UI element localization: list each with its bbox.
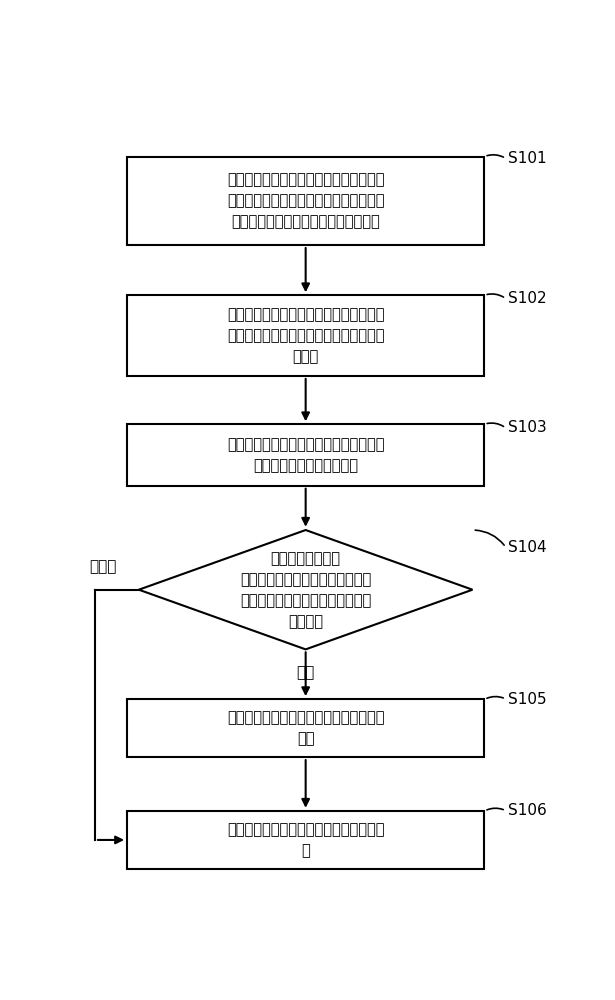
Text: S101: S101 [508, 151, 547, 166]
FancyBboxPatch shape [127, 811, 485, 869]
Text: 对本地的每个模块
插槽，判断其第一业务状态信息与
对应模块插槽的第二业务状态信息
是否匹配: 对本地的每个模块 插槽，判断其第一业务状态信息与 对应模块插槽的第二业务状态信息… [240, 551, 371, 629]
Text: 不匹配: 不匹配 [89, 559, 117, 574]
Text: S106: S106 [508, 803, 547, 818]
FancyBboxPatch shape [127, 699, 485, 757]
Text: S103: S103 [508, 420, 547, 436]
Text: 局端设备禁止该模块插槽上业务数据的传
输: 局端设备禁止该模块插槽上业务数据的传 输 [227, 822, 384, 858]
Text: 局端设备允许该模块插槽上的业务数据的
传输: 局端设备允许该模块插槽上的业务数据的 传输 [227, 710, 384, 746]
Text: S104: S104 [508, 540, 547, 555]
Text: 将所述第一业务类型状态信息与所述第二
业务类型状态信息进行比较: 将所述第一业务类型状态信息与所述第二 业务类型状态信息进行比较 [227, 437, 384, 473]
Text: S102: S102 [508, 291, 547, 306]
Text: 匹配: 匹配 [296, 665, 315, 680]
Text: 局端设备根据本地各模块插槽中设定管脚
插孔对应的业务状态标识位获取各模块插
槽的第一业务类型状态信息信息并记录: 局端设备根据本地各模块插槽中设定管脚 插孔对应的业务状态标识位获取各模块插 槽的… [227, 172, 384, 229]
Text: S105: S105 [508, 692, 547, 707]
Text: 接收远端设备发送的与所述本地各模块插
槽对应的模块插槽的第二当前业务类型状
态信息: 接收远端设备发送的与所述本地各模块插 槽对应的模块插槽的第二当前业务类型状 态信… [227, 307, 384, 364]
FancyBboxPatch shape [127, 295, 485, 376]
FancyBboxPatch shape [127, 424, 485, 486]
Polygon shape [139, 530, 472, 649]
FancyBboxPatch shape [127, 157, 485, 245]
